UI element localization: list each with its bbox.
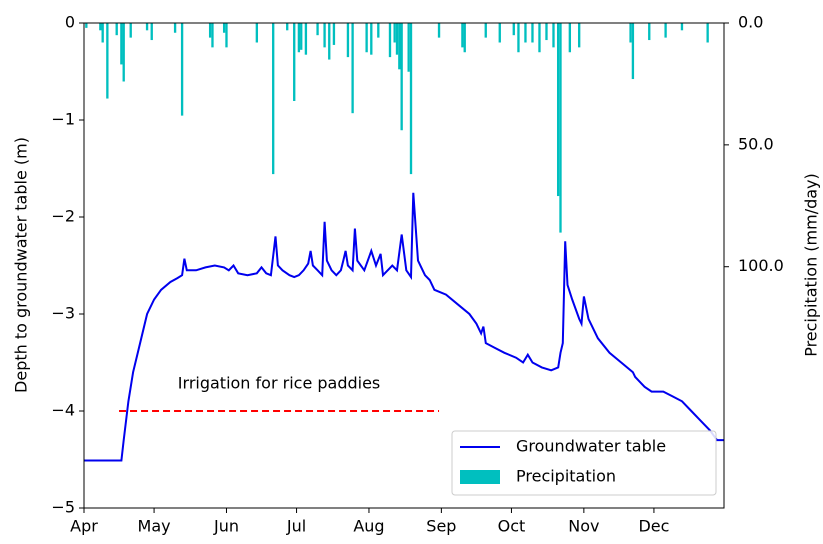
precip-bar — [648, 23, 651, 41]
precip-bar — [99, 23, 102, 31]
precip-bar — [145, 23, 149, 31]
precip-bar — [225, 23, 228, 48]
precip-bar — [517, 23, 520, 53]
precip-bar — [578, 23, 581, 48]
precip-bar — [552, 23, 555, 48]
x-tick-label: Sep — [426, 517, 456, 536]
x-tick-label: Apr — [70, 517, 98, 536]
precip-bar — [297, 23, 301, 53]
precip-bar — [398, 23, 401, 70]
precip-bar — [531, 23, 534, 43]
y-tick-label: 0 — [65, 13, 75, 32]
precip-bar — [122, 23, 125, 82]
precip-bar — [211, 23, 214, 48]
precip-bar — [568, 23, 572, 53]
y-tick-label: −5 — [51, 498, 75, 517]
y2-tick-label: 50.0 — [738, 134, 774, 153]
annotation-text: Irrigation for rice paddies — [178, 374, 380, 393]
legend-box — [451, 430, 717, 496]
precip-bar — [629, 23, 632, 43]
y-tick-label: −4 — [51, 401, 75, 420]
precip-bar — [664, 23, 667, 38]
precip-bar — [680, 23, 684, 31]
y-tick-label: −1 — [51, 110, 75, 129]
legend-label: Precipitation — [516, 467, 616, 486]
x-tick-label: Dec — [638, 517, 669, 536]
precip-bar — [395, 23, 399, 55]
precip-bar — [173, 23, 177, 33]
groundwater-line — [84, 192, 724, 462]
precip-bar — [120, 23, 123, 65]
precip-bar — [316, 23, 319, 36]
precip-bar — [370, 23, 373, 55]
precip-bar — [115, 23, 118, 36]
precip-bar — [545, 23, 548, 41]
precip-bar — [407, 23, 410, 72]
precip-bar — [538, 23, 541, 53]
precip-bar — [365, 23, 368, 53]
precip-bar — [208, 23, 212, 38]
x-tick-label: Jul — [286, 517, 306, 536]
precip-bar — [300, 23, 303, 50]
precip-bar — [255, 23, 259, 43]
y-axis-label: Depth to groundwater table (m) — [12, 137, 31, 393]
precip-bar — [393, 23, 396, 43]
y-tick-label: −2 — [51, 207, 75, 226]
precip-bar — [437, 23, 441, 38]
precip-bar — [351, 23, 354, 114]
precip-bar — [101, 23, 104, 43]
precip-bar — [332, 23, 336, 45]
y-tick-label: −3 — [51, 304, 75, 323]
precip-bar — [463, 23, 466, 53]
precip-bar — [512, 23, 515, 36]
precip-bar — [304, 23, 308, 55]
precip-bar — [400, 23, 403, 131]
legend-label: Groundwater table — [516, 437, 666, 456]
precip-bar — [388, 23, 392, 58]
precip-bar — [484, 23, 487, 38]
precip-bar — [293, 23, 296, 101]
precip-bar — [180, 23, 184, 116]
precip-bar — [150, 23, 153, 41]
precip-bar — [286, 23, 289, 31]
precip-bar — [409, 23, 413, 175]
precip-bar — [559, 23, 562, 233]
x-tick-label: Aug — [353, 517, 384, 536]
precip-bar — [85, 23, 88, 28]
precip-bar — [461, 23, 464, 48]
precip-bar — [498, 23, 501, 43]
plot-frame — [83, 22, 725, 509]
x-tick-label: May — [138, 517, 171, 536]
precip-bar — [323, 23, 326, 48]
precip-bar — [524, 23, 527, 43]
precip-bar — [328, 23, 331, 60]
y2-tick-label: 100.0 — [738, 256, 784, 275]
precip-bar — [377, 23, 380, 38]
x-tick-label: Oct — [498, 517, 526, 536]
precip-bar — [706, 23, 709, 43]
precip-bar — [129, 23, 132, 38]
precip-bar — [346, 23, 350, 58]
precip-bar — [106, 23, 109, 99]
y2-axis-label: Precipitation (mm/day) — [802, 173, 821, 357]
y2-tick-label: 0.0 — [738, 13, 763, 32]
x-tick-label: Jun — [213, 517, 239, 536]
precip-bar — [222, 23, 226, 33]
precip-bar — [272, 23, 275, 175]
precip-bar — [631, 23, 635, 80]
precip-bar — [556, 23, 560, 197]
x-tick-label: Nov — [568, 517, 599, 536]
legend-swatch — [460, 470, 500, 484]
